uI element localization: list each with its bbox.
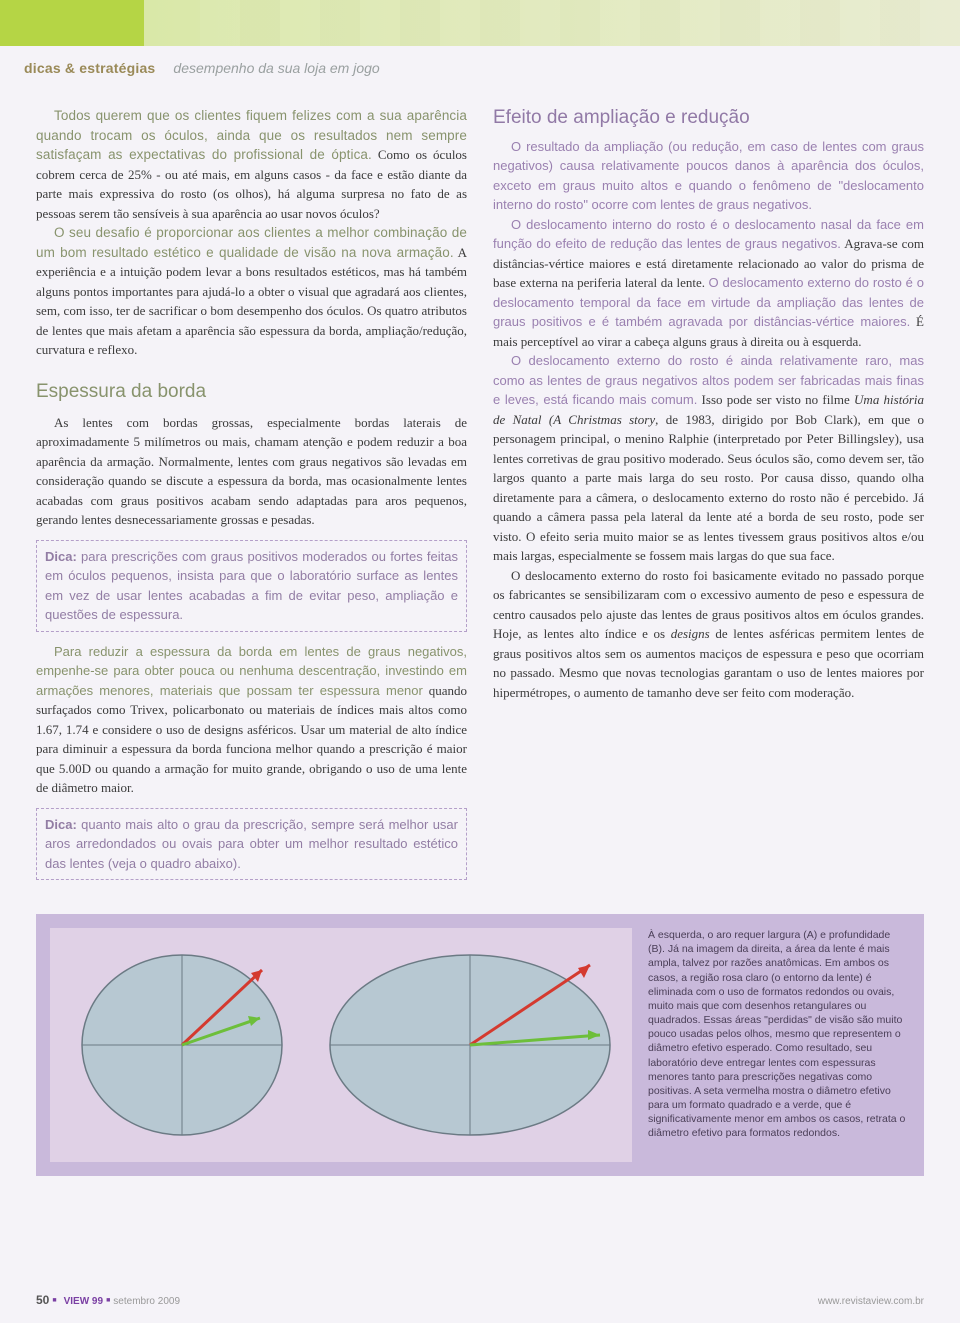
heading-espessura: Espessura da borda: [36, 380, 467, 405]
p2-lead: O seu desafio é proporcionar aos cliente…: [36, 225, 467, 260]
tip-box-2: Dica: quanto mais alto o grau da prescri…: [36, 808, 467, 881]
issue-label: VIEW 99: [64, 1296, 103, 1307]
p4-lead: Para reduzir a espessura da borda em len…: [36, 644, 467, 698]
footer-left: 50■VIEW 99■setembro 2009: [36, 1293, 180, 1307]
tip-box-1: Dica: para prescrições com graus positiv…: [36, 540, 467, 632]
tip2-label: Dica:: [45, 817, 77, 832]
figure-illustration: [50, 928, 632, 1162]
header-row: dicas & estratégias desempenho da sua lo…: [0, 46, 960, 76]
p2: O seu desafio é proporcionar aos cliente…: [36, 223, 467, 360]
p4: Para reduzir a espessura da borda em len…: [36, 642, 467, 798]
r-p3-body2: , de 1983, dirigido por Bob Clark), em q…: [493, 412, 924, 564]
p4-body: quando surfaçados como Trivex, policarbo…: [36, 683, 467, 796]
body-columns: Todos querem que os clientes fiquem feli…: [0, 76, 960, 906]
footer-url: www.revistaview.com.br: [818, 1296, 924, 1307]
p3: As lentes com bordas grossas, especialme…: [36, 413, 467, 530]
p1: Todos querem que os clientes fiquem feli…: [36, 106, 467, 223]
tip2-text: quanto mais alto o grau da prescrição, s…: [45, 817, 458, 871]
r-p3: O deslocamento externo do rosto é ainda …: [493, 351, 924, 566]
tip1-text: para prescrições com graus positivos mod…: [45, 549, 458, 623]
right-column: Efeito de ampliação e redução O resultad…: [493, 106, 924, 890]
figure-panel: À esquerda, o aro requer largura (A) e p…: [36, 914, 924, 1176]
figure-caption: À esquerda, o aro requer largura (A) e p…: [648, 928, 910, 1162]
r-p4-italic: designs: [671, 626, 710, 641]
heading-efeito: Efeito de ampliação e redução: [493, 106, 924, 131]
tip1-label: Dica:: [45, 549, 77, 564]
section-subtitle: desempenho da sua loja em jogo: [173, 60, 379, 76]
lens-diagram-right: [320, 940, 620, 1150]
section-title: dicas & estratégias: [24, 60, 155, 76]
top-banner: [0, 0, 960, 46]
left-column: Todos querem que os clientes fiquem feli…: [36, 106, 467, 890]
r-p1: O resultado da ampliação (ou redução, em…: [493, 137, 924, 215]
page-number: 50: [36, 1293, 49, 1307]
r-p2: O deslocamento interno do rosto é o desl…: [493, 215, 924, 352]
footer-date: setembro 2009: [113, 1296, 180, 1307]
bullet-icon: ■: [52, 1297, 56, 1304]
r-p3-body: Isso pode ser visto no filme: [697, 392, 854, 407]
lens-diagram-left: [62, 940, 302, 1150]
r-p4: O deslocamento externo do rosto foi basi…: [493, 566, 924, 703]
bullet-icon: ■: [106, 1297, 110, 1304]
r-p1-lead: O resultado da ampliação (ou redução, em…: [493, 139, 924, 213]
page-footer: 50■VIEW 99■setembro 2009 www.revistaview…: [36, 1293, 924, 1307]
p2-body: A experiência e a intuição podem levar a…: [36, 245, 467, 358]
